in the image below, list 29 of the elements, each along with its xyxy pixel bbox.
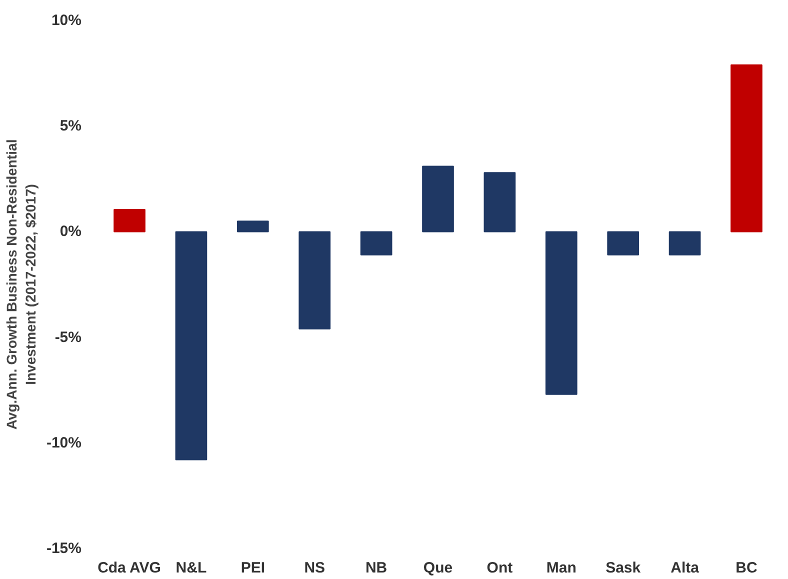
bar (668, 231, 701, 256)
bar (422, 166, 454, 232)
y-tick-label: -15% (46, 540, 82, 557)
x-tick-label: PEI (240, 560, 266, 576)
x-tick-label: N&L (176, 560, 207, 576)
bar (360, 231, 392, 256)
y-tick-label: 5% (60, 118, 82, 135)
x-tick-label: Cda AVG (98, 560, 161, 576)
y-tick-label: -10% (46, 434, 82, 452)
x-tick-label: Alta (670, 560, 700, 576)
bar (175, 231, 208, 460)
bar (545, 231, 578, 395)
y-axis-title: Avg.Ann. Growth Business Non-Residential Investment (2017-2022, $2017) (3, 139, 38, 430)
y-tick-label: 0% (60, 223, 82, 240)
x-tick-label: Man (546, 560, 576, 576)
bar (730, 64, 762, 232)
bar (114, 209, 146, 232)
x-tick-label: NS (304, 560, 326, 576)
bar (236, 220, 269, 232)
bar (484, 172, 516, 232)
x-tick-label: Sask (606, 560, 642, 576)
x-tick-label: Que (423, 560, 453, 576)
x-tick-label: NB (365, 560, 388, 576)
y-tick-label: -5% (54, 328, 82, 346)
bar (298, 231, 331, 330)
x-tick-label: Ont (486, 560, 513, 576)
x-tick-label: BC (736, 560, 758, 576)
y-tick-label: 10% (51, 12, 82, 29)
bar (607, 231, 640, 256)
